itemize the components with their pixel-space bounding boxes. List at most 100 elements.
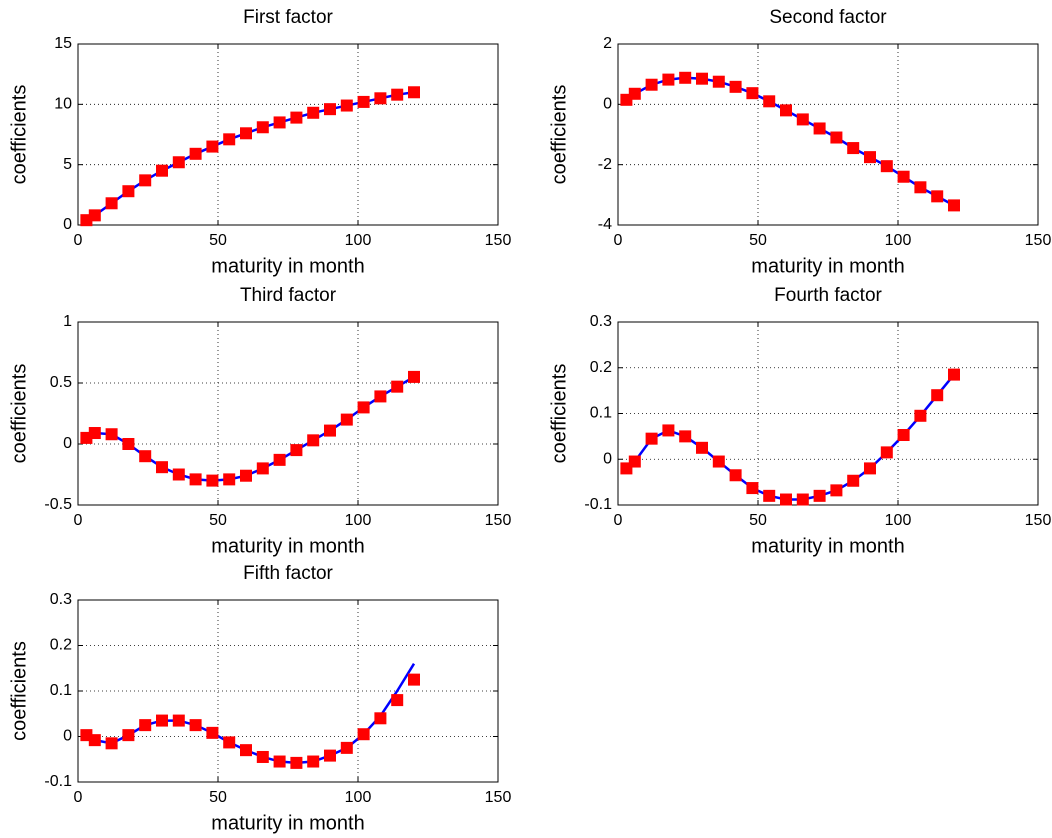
x-tick-label: 100 [885, 512, 912, 529]
marker [374, 390, 387, 403]
marker [880, 446, 893, 459]
x-tick-label: 50 [749, 512, 767, 529]
x-tick-label: 150 [485, 232, 512, 249]
axes-box [617, 43, 1039, 226]
y-axis-label: coefficients [8, 364, 30, 464]
marker [645, 432, 658, 445]
y-tick-label: 0 [603, 450, 612, 467]
marker [189, 719, 202, 732]
marker [696, 72, 708, 85]
marker [340, 99, 353, 112]
marker [357, 95, 370, 108]
marker [223, 736, 236, 749]
marker [324, 424, 336, 437]
y-tick-label: 5 [63, 156, 72, 173]
marker [931, 389, 944, 402]
y-tick-label: -2 [598, 156, 612, 173]
marker [357, 728, 370, 741]
y-tick-label: 0.2 [590, 359, 612, 376]
marker [156, 164, 168, 177]
marker [729, 469, 742, 482]
marker [88, 209, 101, 222]
x-axis-label: maturity in month [211, 535, 364, 557]
marker [679, 71, 692, 84]
marker [897, 170, 910, 183]
marker [156, 461, 168, 474]
marker [391, 380, 404, 393]
marker [914, 409, 927, 422]
x-tick-label: 50 [209, 232, 227, 249]
marker [290, 111, 303, 124]
marker [307, 755, 320, 768]
marker [864, 151, 876, 164]
marker [290, 444, 303, 457]
chart-title: Fifth factor [243, 563, 333, 584]
marker [290, 756, 303, 769]
y-tick-label: -4 [598, 216, 612, 233]
marker [780, 104, 792, 117]
marker [307, 106, 320, 119]
marker [712, 455, 725, 468]
marker [374, 92, 387, 105]
x-tick-label: 100 [885, 232, 912, 249]
marker [122, 185, 135, 198]
x-tick-label: 100 [345, 232, 372, 249]
x-axis-label: maturity in month [211, 255, 364, 277]
marker [763, 95, 776, 108]
marker [273, 116, 286, 129]
marker [324, 103, 336, 116]
marker [847, 142, 860, 155]
marker [796, 113, 809, 126]
marker [139, 450, 152, 463]
marker [189, 147, 202, 160]
y-tick-label: 1 [63, 313, 72, 330]
marker [813, 489, 826, 502]
marker [172, 156, 185, 169]
chart-title: Fourth factor [774, 285, 882, 306]
y-tick-label: 0 [63, 728, 72, 745]
marker [763, 489, 776, 502]
marker [240, 127, 252, 140]
marker [628, 87, 641, 100]
marker [88, 734, 101, 747]
marker [156, 714, 168, 727]
marker [139, 174, 152, 187]
marker [662, 424, 675, 437]
marker [746, 87, 759, 100]
marker [357, 401, 370, 414]
x-tick-label: 150 [485, 789, 512, 806]
marker [662, 73, 675, 86]
marker [324, 749, 336, 762]
marker [273, 755, 286, 768]
marker [206, 140, 219, 153]
marker [847, 474, 860, 487]
x-tick-label: 0 [614, 512, 623, 529]
y-axis-label: coefficients [548, 85, 570, 185]
marker [122, 438, 135, 450]
x-axis-label: maturity in month [751, 535, 904, 557]
marker [408, 86, 420, 99]
marker [914, 181, 927, 194]
marker [391, 694, 404, 707]
marker [830, 484, 843, 497]
y-tick-label: 0.5 [50, 374, 72, 391]
marker [223, 473, 236, 486]
marker [172, 714, 185, 727]
x-axis-label: maturity in month [751, 255, 904, 277]
y-axis-label: coefficients [548, 364, 570, 464]
axes-box [77, 43, 499, 226]
chart-title: First factor [243, 7, 333, 28]
x-tick-label: 150 [485, 512, 512, 529]
marker [240, 744, 252, 757]
marker [796, 493, 809, 506]
y-tick-label: 15 [54, 35, 72, 52]
marker [679, 430, 692, 443]
y-tick-label: 2 [603, 35, 612, 52]
marker [864, 462, 876, 475]
marker [105, 197, 118, 210]
marker [813, 122, 826, 135]
y-tick-label: -0.1 [584, 496, 612, 513]
marker [172, 468, 185, 481]
y-tick-label: -0.1 [44, 773, 72, 790]
